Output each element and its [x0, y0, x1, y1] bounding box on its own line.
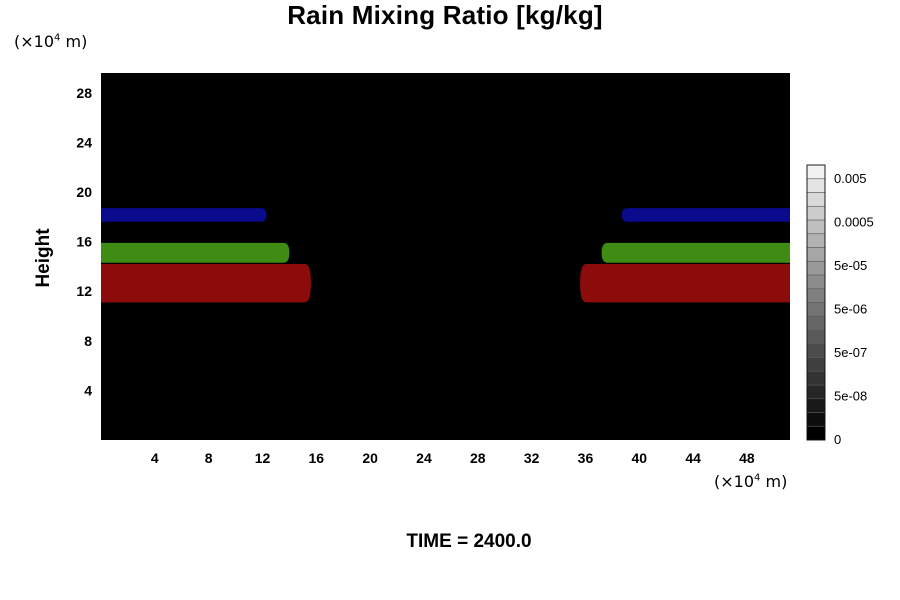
colorbar-level [806, 357, 826, 372]
x-tick-label: 16 [309, 450, 325, 466]
colorbar-level [806, 343, 826, 358]
colorbar-level [806, 219, 826, 235]
y-tick-label: 4 [84, 382, 92, 398]
colorbar-level [806, 398, 826, 413]
colorbar-level [806, 178, 826, 193]
colorbar-level [806, 384, 826, 400]
x-tick-label: 20 [362, 450, 378, 466]
x-tick-label: 24 [416, 450, 432, 466]
colorbar-level [806, 412, 826, 427]
x-tick-label: 28 [470, 450, 486, 466]
x-tick-label: 44 [685, 450, 701, 466]
colorbar-level [806, 205, 826, 221]
time-label: TIME = 2400.0 [406, 531, 532, 552]
colorbar-label: 5e-05 [834, 258, 867, 273]
chart-title: Rain Mixing Ratio [kg/kg] [287, 0, 603, 30]
x-tick-label: 8 [205, 450, 213, 466]
colorbar-level [806, 260, 826, 276]
colorbar-level [806, 274, 826, 290]
y-tick-label: 16 [76, 234, 92, 250]
x-tick-label: 36 [578, 450, 594, 466]
colorbar-level [806, 192, 826, 207]
colorbar-level [806, 247, 826, 262]
colorbar-level [806, 315, 826, 331]
colorbar-level [806, 288, 826, 303]
rain-band-right-0 [621, 208, 790, 222]
colorbar-level [806, 370, 826, 386]
y-tick-label: 12 [76, 283, 92, 299]
y-tick-label: 8 [84, 333, 92, 349]
y-tick-label: 20 [76, 184, 92, 200]
x-tick-label: 4 [151, 450, 159, 466]
rain-band-left-1 [101, 242, 290, 263]
rain-band-left-0 [101, 208, 267, 222]
y-tick-label: 28 [76, 85, 92, 101]
x-axis-unit: (×104 m) [714, 472, 788, 491]
x-tick-label: 32 [524, 450, 540, 466]
colorbar-label: 0 [834, 432, 841, 447]
x-tick-label: 40 [631, 450, 647, 466]
colorbar-level [806, 329, 826, 345]
colorbar-label: 5e-07 [834, 345, 867, 360]
colorbar-level [806, 164, 826, 180]
colorbar-level [806, 425, 826, 441]
colorbar-label: 0.0005 [834, 215, 874, 230]
colorbar-level [806, 233, 826, 248]
y-axis-unit: (×104 m) [14, 32, 88, 51]
rain-band-left-2 [101, 263, 311, 303]
colorbar-frame [806, 164, 826, 441]
rain-band-right-2 [580, 263, 790, 303]
colorbar-level [806, 302, 826, 317]
colorbar-label: 0.005 [834, 171, 867, 186]
x-tick-label: 48 [739, 450, 755, 466]
y-tick-label: 24 [76, 134, 92, 150]
x-tick-label: 12 [255, 450, 271, 466]
colorbar-label: 5e-08 [834, 389, 867, 404]
rain-band-right-1 [601, 242, 790, 263]
colorbar-label: 5e-06 [834, 302, 867, 317]
